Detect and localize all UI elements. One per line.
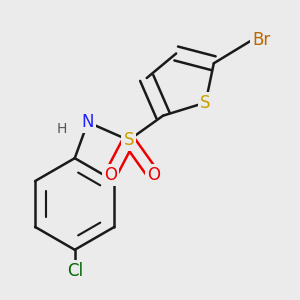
Text: O: O — [104, 166, 117, 184]
Text: N: N — [82, 113, 94, 131]
Text: O: O — [147, 166, 160, 184]
Text: S: S — [200, 94, 211, 112]
Text: S: S — [124, 131, 134, 149]
Text: Br: Br — [252, 32, 270, 50]
Text: Cl: Cl — [67, 262, 83, 280]
Text: H: H — [56, 122, 67, 136]
